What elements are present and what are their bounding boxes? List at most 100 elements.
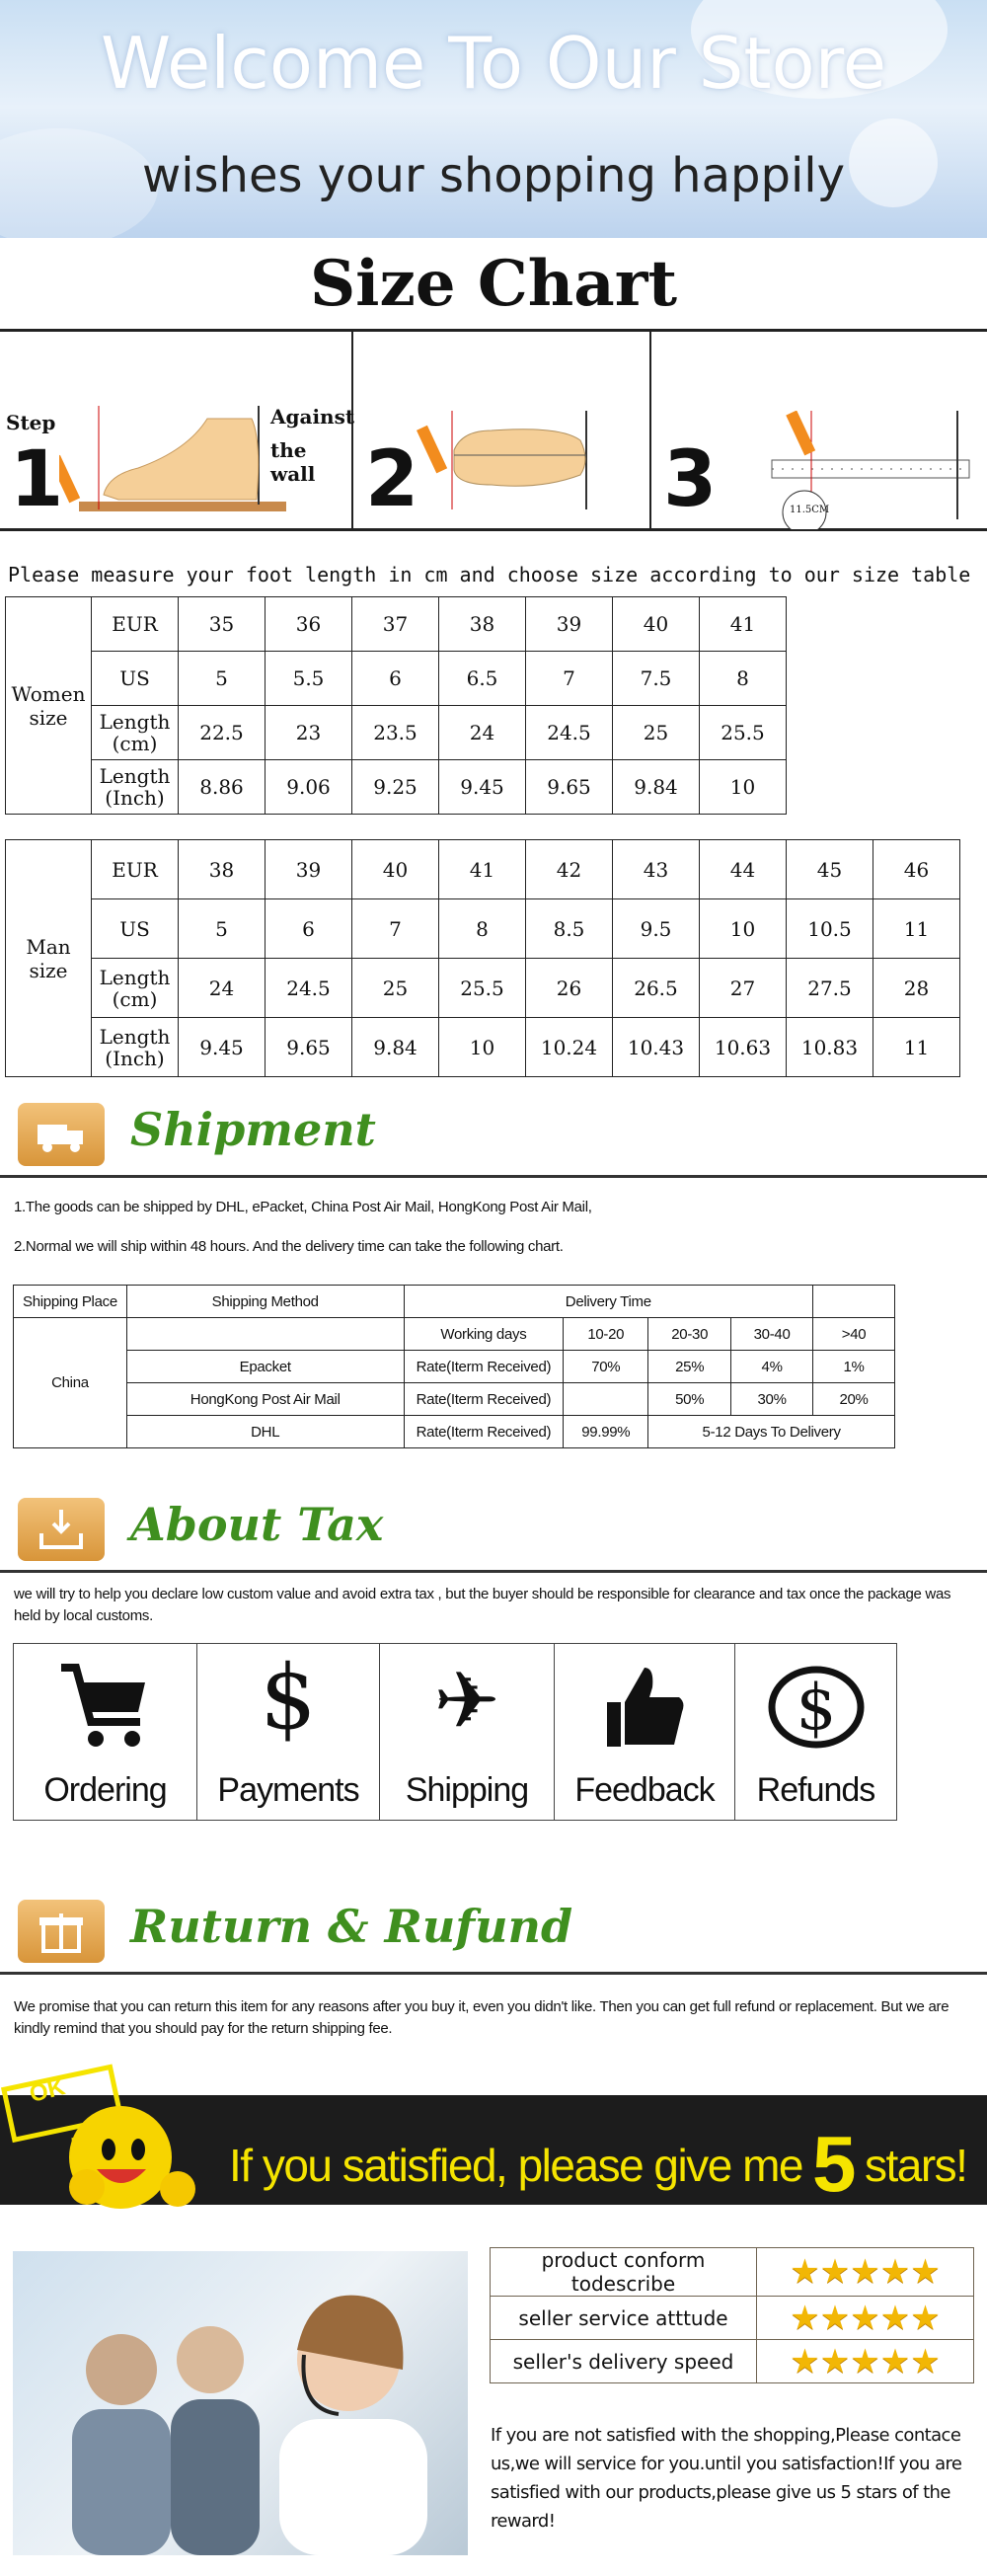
method-hongkong: HongKong Post Air Mail <box>125 1382 405 1416</box>
size-cell: 6 <box>351 651 439 706</box>
cart-icon <box>60 1664 145 1747</box>
step-1: Step 1 Against the wall <box>0 332 355 528</box>
size-cell: 8 <box>438 898 526 959</box>
refund-icon: $ <box>768 1666 864 1749</box>
rating-label: product conform todescribe <box>490 2247 757 2297</box>
shipment-header: Shipment <box>0 1089 987 1178</box>
size-cell: 7 <box>351 898 439 959</box>
table-row: DHL Rate(Iterm Received) 99.99% 5-12 Day… <box>14 1415 895 1448</box>
against-label: Against <box>270 405 355 429</box>
size-cell: 39 <box>265 839 352 899</box>
thumbs-up-icon <box>607 1668 684 1747</box>
rate-cell: 4% <box>730 1350 814 1383</box>
return-text: We promise that you can return this item… <box>14 1998 949 2037</box>
foot-side-illustration <box>59 406 286 511</box>
process-icons: Ordering $ Payments ✈ Shipping Feedback … <box>13 1643 897 1821</box>
size-cell: 41 <box>699 596 787 652</box>
rate-cell: 20% <box>812 1382 895 1416</box>
size-cell: 23 <box>265 705 352 760</box>
size-cell: 7.5 <box>612 651 700 706</box>
size-cell: 9.65 <box>265 1017 352 1077</box>
size-cell: 5 <box>178 651 266 706</box>
rating-stars: ★★★★★ <box>756 2247 974 2297</box>
rate-cell: 99.99% <box>563 1415 649 1448</box>
rate-label: Rate(Iterm Received) <box>403 1350 565 1383</box>
size-cell: 10.24 <box>525 1017 613 1077</box>
step-2: 2 <box>353 332 651 528</box>
step-label: Step <box>6 411 56 434</box>
size-cell: 27.5 <box>786 958 873 1018</box>
shipping-place-cell: China <box>13 1317 127 1448</box>
size-cell: 5 <box>178 898 266 959</box>
size-cell: 10 <box>438 1017 526 1077</box>
size-cell: 36 <box>265 596 352 652</box>
process-label: Payments <box>217 1771 359 1809</box>
size-group-label: Man size <box>5 839 92 1077</box>
star-icon: ★ <box>790 2298 820 2338</box>
size-cell: 10.83 <box>786 1017 873 1077</box>
size-cell: 11 <box>873 1017 960 1077</box>
table-row: Length (cm) 22.5 23 23.5 24 24.5 25 25.5 <box>6 705 787 760</box>
rating-row: seller service atttude ★★★★★ <box>490 2296 974 2340</box>
truck-icon <box>18 1103 105 1166</box>
size-cell: 8.86 <box>178 759 266 815</box>
row-header: US <box>91 898 179 959</box>
empty-cell <box>125 1317 405 1351</box>
size-cell: 38 <box>438 596 526 652</box>
five-number: 5 <box>812 2120 857 2208</box>
star-icon: ★ <box>819 2298 851 2338</box>
size-chart-title: Size Chart <box>309 247 678 321</box>
measure-steps: Step 1 Against the wall 2 3 <box>0 329 987 531</box>
welcome-subtitle: wishes your shopping happily <box>141 148 846 203</box>
size-cell: 28 <box>873 958 960 1018</box>
process-label: Refunds <box>756 1771 876 1809</box>
size-cell: 42 <box>525 839 613 899</box>
size-cell: 6.5 <box>438 651 526 706</box>
table-row: Epacket Rate(Iterm Received) 70% 25% 4% … <box>14 1350 895 1383</box>
message-text: stars! <box>865 2140 968 2191</box>
shipment-line-2: 2.Normal we will ship within 48 hours. A… <box>14 1238 564 1255</box>
ruler-illustration <box>771 411 970 529</box>
size-cell: 24.5 <box>265 958 352 1018</box>
rating-label: seller service atttude <box>490 2296 757 2340</box>
size-cell: 8 <box>699 651 787 706</box>
size-cell: 24.5 <box>525 705 613 760</box>
row-header: Length (cm) <box>91 958 179 1018</box>
row-header: US <box>91 651 179 706</box>
table-row: Length (Inch) 8.86 9.06 9.25 9.45 9.65 9.84 10 <box>6 759 787 815</box>
rate-cell: 1% <box>812 1350 895 1383</box>
size-cell: 23.5 <box>351 705 439 760</box>
process-feedback: Feedback <box>555 1644 735 1820</box>
the-wall-label: the wall <box>270 438 316 486</box>
welcome-banner: Welcome To Our Store wishes your shoppin… <box>0 0 987 238</box>
size-cell: 9.84 <box>612 759 700 815</box>
size-cell: 37 <box>351 596 439 652</box>
size-cell: 45 <box>786 839 873 899</box>
rating-stars: ★★★★★ <box>756 2296 974 2340</box>
star-icon: ★ <box>910 2341 941 2381</box>
shipment-line-1: 1.The goods can be shipped by DHL, ePack… <box>14 1199 592 1215</box>
size-cell: 25 <box>612 705 700 760</box>
process-label: Ordering <box>43 1771 167 1809</box>
header-shipping-method: Shipping Method <box>125 1285 405 1318</box>
table-row: Length (cm) 24 24.5 25 25.5 26 26.5 27 27.5 28 <box>6 958 960 1018</box>
size-cell: 25.5 <box>699 705 787 760</box>
step-number: 2 <box>365 435 419 524</box>
step-number: 1 <box>10 435 64 524</box>
table-row: China Working days 10-20 20-30 30-40 >40 <box>13 1317 895 1448</box>
size-cell: 10 <box>699 898 787 959</box>
size-cell: 9.06 <box>265 759 352 815</box>
measure-instruction: Please measure your foot length in cm an… <box>8 563 971 586</box>
row-header: Length (Inch) <box>91 1017 179 1077</box>
size-cell: 8.5 <box>525 898 613 959</box>
star-icon: ★ <box>819 2341 851 2381</box>
rating-stars: ★★★★★ <box>756 2339 974 2383</box>
table-row: Women size EUR 35 36 37 38 39 40 41 <box>5 596 787 815</box>
size-cell: 46 <box>873 839 960 899</box>
row-header: Length (cm) <box>91 705 179 760</box>
svg-text:$: $ <box>796 1672 836 1745</box>
size-cell: 6 <box>265 898 352 959</box>
star-icon: ★ <box>910 2252 941 2292</box>
rate-cell: 70% <box>563 1350 649 1383</box>
airplane-icon: ✈ <box>433 1657 500 1745</box>
